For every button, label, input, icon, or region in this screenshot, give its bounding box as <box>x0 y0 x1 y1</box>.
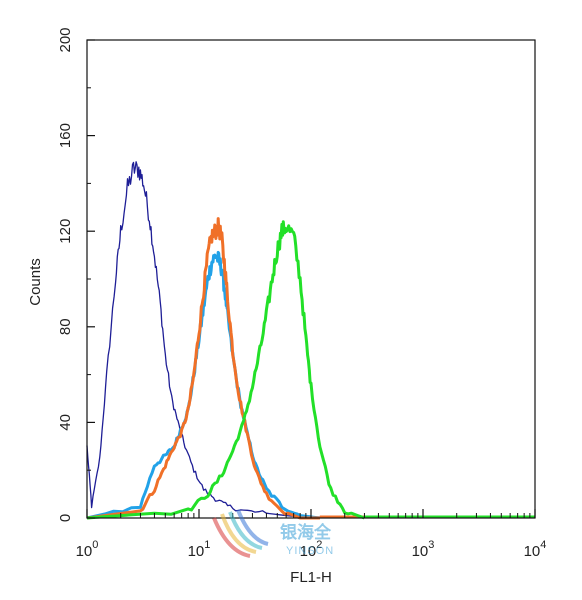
watermark-swoosh-yellow <box>220 513 257 554</box>
y-tick-label: 80 <box>57 318 74 335</box>
x-tick-exponent: 4 <box>540 539 546 551</box>
series-layer <box>86 161 535 520</box>
x-tick-base: 10 <box>76 543 93 560</box>
x-tick-exponent: 0 <box>92 539 98 551</box>
x-tick-label: 104 <box>524 539 547 560</box>
x-tick-base: 10 <box>300 543 317 560</box>
y-tick-label: 120 <box>57 219 74 244</box>
y-tick-label: 0 <box>57 514 74 522</box>
x-tick-exponent: 2 <box>316 539 322 551</box>
x-tick-base: 10 <box>188 543 205 560</box>
x-tick-exponent: 3 <box>428 539 434 551</box>
watermark-logo: 银海全 YINSON <box>212 509 334 558</box>
y-tick-label: 200 <box>57 27 74 52</box>
y-tick-label: 40 <box>57 414 74 431</box>
watermark-swoosh-teal <box>228 511 263 550</box>
x-tick-label: 103 <box>412 539 435 560</box>
watermark-swoosh-red <box>212 517 251 558</box>
x-axis: 100 101 102 103 104 <box>76 509 547 560</box>
x-tick-base: 10 <box>524 543 541 560</box>
x-tick-base: 10 <box>412 543 429 560</box>
x-axis-title: FL1-H <box>290 569 332 586</box>
series-line-3 <box>86 217 320 520</box>
y-axis-title: Counts <box>27 258 44 306</box>
x-tick-label: 102 <box>300 539 323 560</box>
series-line-4 <box>86 220 365 520</box>
x-tick-exponent: 1 <box>204 539 210 551</box>
watermark-chinese: 银海全 <box>280 522 332 542</box>
plot-frame <box>86 39 536 519</box>
y-tick-label: 160 <box>57 123 74 148</box>
series-line-1 <box>86 161 312 519</box>
watermark-swoosh-blue <box>236 509 269 546</box>
x-tick-label: 100 <box>76 539 99 560</box>
y-axis: 0 40 80 120 160 200 <box>57 27 95 522</box>
x-tick-label: 101 <box>188 539 211 560</box>
watermark-latin: YINSON <box>286 545 334 557</box>
